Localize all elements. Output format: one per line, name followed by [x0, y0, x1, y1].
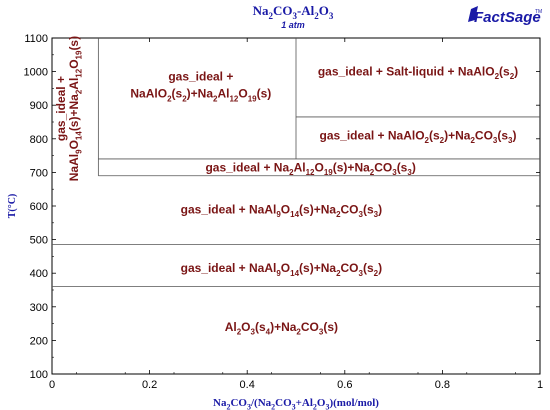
y-tick-label: 400	[30, 268, 48, 280]
y-tick-label: 1100	[24, 33, 48, 45]
region-label-r-mid: gas_ideal + NaAl9​O14​(s)+Na2​CO3​(s3​)	[181, 202, 382, 219]
logo-tm: TM	[535, 9, 542, 15]
y-tick-label: 1000	[24, 67, 48, 79]
y-tick-label: 600	[30, 201, 48, 213]
y-tick-label: 500	[30, 235, 48, 247]
y-tick-label: 900	[30, 100, 48, 112]
y-tick-label: 100	[30, 369, 48, 381]
region-label-r-top-right: gas_ideal + Salt-liquid + NaAlO2​(s2​)	[318, 65, 518, 82]
x-axis-label: Na2​CO3​/(Na2​CO3​+Al2​O3​)(mol/mol)	[213, 397, 379, 410]
x-tick-label: 0.4	[240, 379, 255, 391]
region-label-r-low: gas_ideal + NaAl9​O14​(s)+Na2​CO3​(s2​)	[181, 261, 382, 278]
chart-title: Na2​CO3​-Al2​O3​	[253, 3, 334, 21]
y-axis-label: T(°C)	[7, 194, 18, 219]
chart-subtitle: 1 atm	[281, 20, 305, 30]
phase-region-labels: gas_ideal +NaAl9​O14​(s)+Na2​Al12​O19​(s…	[54, 36, 518, 337]
y-tick-label: 300	[30, 302, 48, 314]
region-label-r-topleft-narrow: gas_ideal +NaAl9​O14​(s)+Na2​Al12​O19​(s…	[54, 36, 84, 181]
logo-swoosh-icon	[468, 6, 478, 22]
region-label-r-bottom: Al2​O3​(s4​)+Na2​CO3​(s)	[225, 320, 338, 337]
x-tick-label: 0	[49, 379, 55, 391]
region-label-r-right-mid: gas_ideal + NaAlO2​(s2​)+Na2​CO3​(s3​)	[320, 128, 517, 145]
y-tick-label: 200	[30, 335, 48, 347]
y-axis-ticks: 100 200 300 400 500 600 700 800 900 1000 1100	[24, 33, 540, 381]
region-label-r-top-mid: gas_ideal +NaAlO2​(s2​)+Na2​Al12​O19​(s)	[130, 70, 271, 104]
factsage-logo: FactSage TM	[468, 6, 542, 26]
phase-boundaries	[52, 38, 540, 288]
region-label-r-band: gas_ideal + Na2​Al12​O19​(s)+Na2​CO3​(s3…	[205, 160, 415, 177]
x-tick-label: 0.2	[142, 379, 157, 391]
x-tick-label: 0.6	[337, 379, 352, 391]
x-tick-label: 0.8	[435, 379, 450, 391]
x-tick-label: 1	[537, 379, 543, 391]
x-axis-ticks: 0 0.2 0.4 0.6 0.8 1	[49, 38, 543, 391]
y-tick-label: 700	[30, 167, 48, 179]
y-tick-label: 800	[30, 134, 48, 146]
logo-text: FactSage	[474, 9, 541, 26]
